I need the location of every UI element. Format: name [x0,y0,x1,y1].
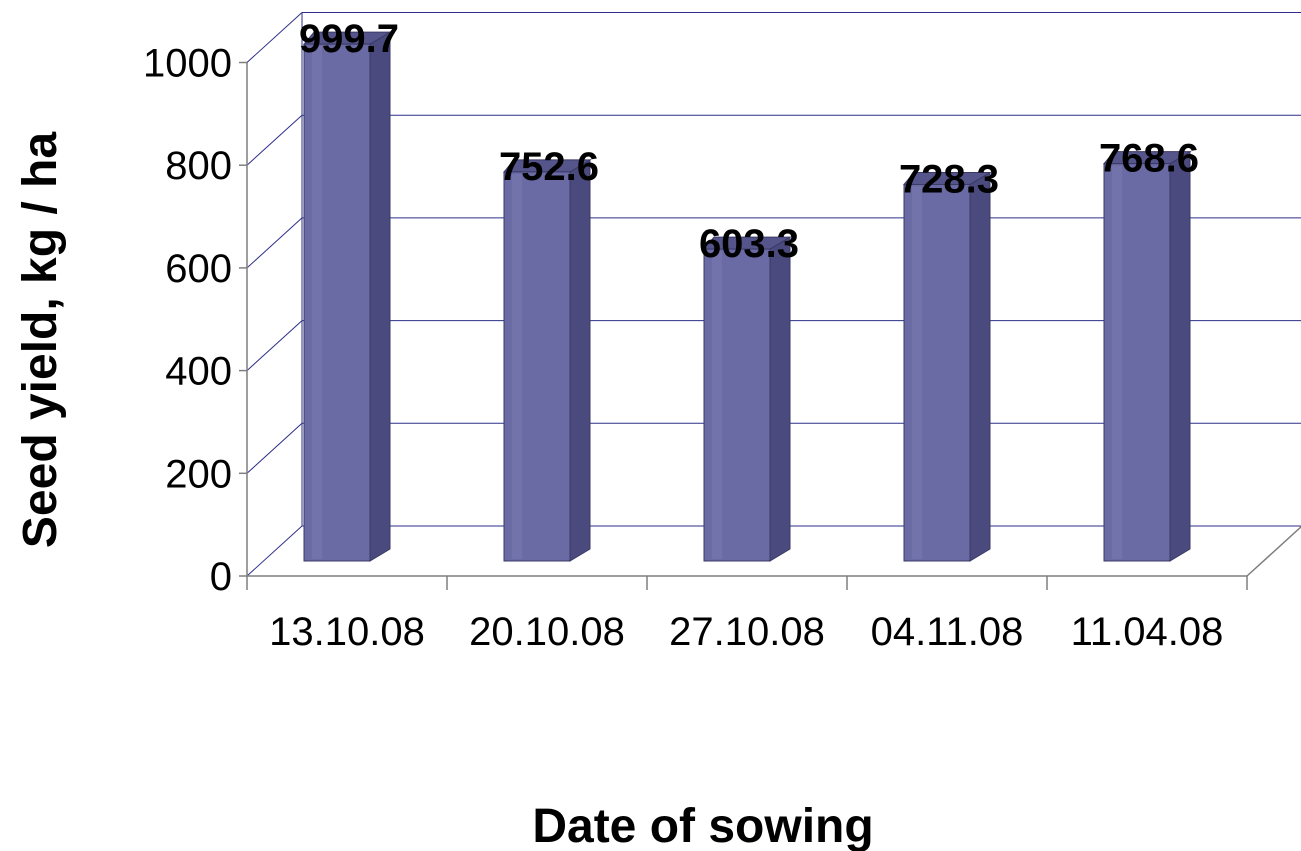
bar-side [969,171,991,562]
gridline-side [246,12,303,63]
bar [702,236,792,562]
y-tick-label: 800 [165,144,232,188]
data-label: 603.3 [699,222,799,266]
bar [902,171,992,562]
gridline-side [246,217,303,269]
bar-highlight [512,173,522,559]
y-axis-title: Seed yield, kg / ha [14,132,67,548]
data-label: 752.6 [499,145,599,189]
gridline-side [246,525,303,577]
labels: 0 200 400 600 800 1000 999.7 13.10.08 752.6 20.10… [143,17,1223,654]
bar-highlight [1112,165,1122,560]
bar [502,159,592,562]
y-tick-label: 400 [165,350,232,394]
data-label: 728.3 [899,157,999,201]
bar [1102,150,1192,562]
x-tick-label: 04.11.08 [871,610,1024,654]
x-axis-title: Date of sowing [532,800,873,851]
x-tick-label: 20.10.08 [469,610,625,654]
bar [302,31,392,562]
gridlines [246,12,1301,577]
y-tick-label: 200 [165,452,232,496]
floor-edge [1246,525,1301,577]
gridline-side [246,422,303,474]
bars [302,31,1192,562]
bar-side [769,236,791,562]
axes [239,61,1301,590]
bar-highlight [312,46,322,560]
x-tick-label: 11.04.08 [1071,610,1224,654]
bar-highlight [712,251,722,559]
bar-highlight [912,186,922,559]
gridline-side [246,114,303,166]
data-label: 768.6 [1099,137,1199,181]
x-tick-label: 13.10.08 [269,610,425,654]
x-tick-label: 27.10.08 [669,610,825,654]
bar-side [569,159,591,562]
bar-side [369,31,391,562]
data-label: 999.7 [299,17,399,61]
y-tick-label: 600 [165,247,232,291]
gridline-side [246,320,303,371]
y-tick-label: 0 [210,555,232,599]
bar-side [1169,150,1191,562]
y-tick-label: 1000 [143,42,232,86]
